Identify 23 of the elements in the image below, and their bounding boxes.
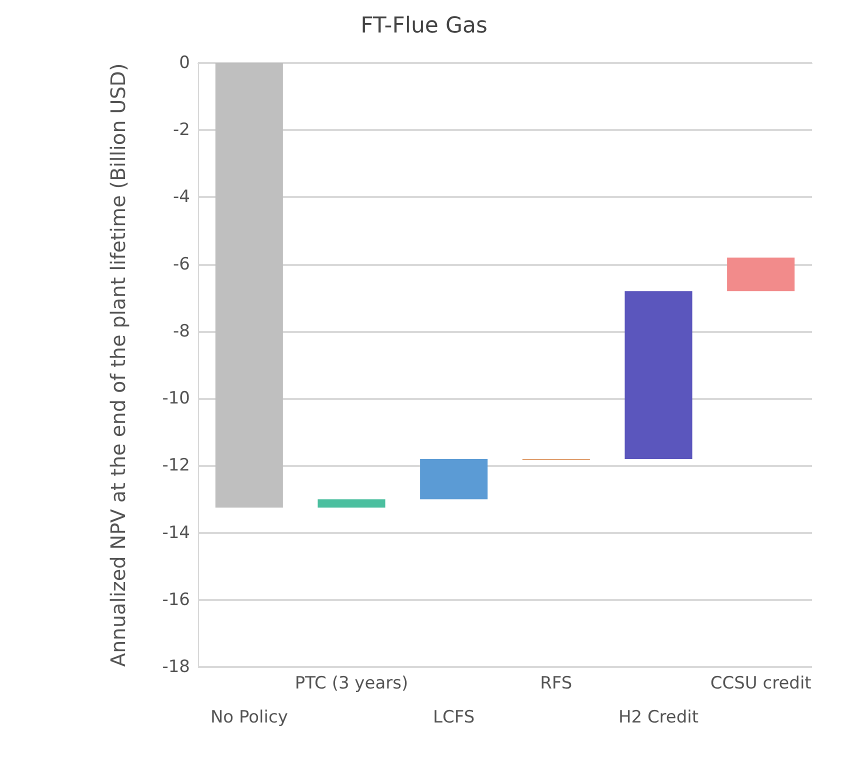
y-tick-label: -16 <box>162 590 190 610</box>
y-tick-label: -6 <box>173 254 190 274</box>
y-axis-title: Annualized NPV at the end of the plant lifetime (Billion USD) <box>106 63 130 667</box>
x-tick-label: CCSU credit <box>710 674 812 694</box>
x-tick-label: PTC (3 years) <box>294 674 408 694</box>
x-tick-label: No Policy <box>210 708 288 728</box>
y-tick-label: -14 <box>162 522 190 543</box>
x-tick-label: LCFS <box>433 708 475 728</box>
y-tick-label: -8 <box>173 321 190 342</box>
bar <box>420 458 488 500</box>
bar <box>727 258 795 292</box>
bar <box>318 499 386 508</box>
y-tick-label: -2 <box>173 120 190 140</box>
y-tick-label: -10 <box>162 388 190 409</box>
x-tick-label: H2 Credit <box>618 708 699 728</box>
x-tick-label: RFS <box>540 674 572 694</box>
y-tick-label: -12 <box>162 456 190 476</box>
y-tick-label: 0 <box>179 53 190 73</box>
chart-title: FT-Flue Gas <box>360 14 488 38</box>
bar <box>624 291 692 459</box>
y-tick-label: -4 <box>173 187 190 208</box>
bar <box>215 63 283 508</box>
y-tick-label: -18 <box>162 657 190 677</box>
